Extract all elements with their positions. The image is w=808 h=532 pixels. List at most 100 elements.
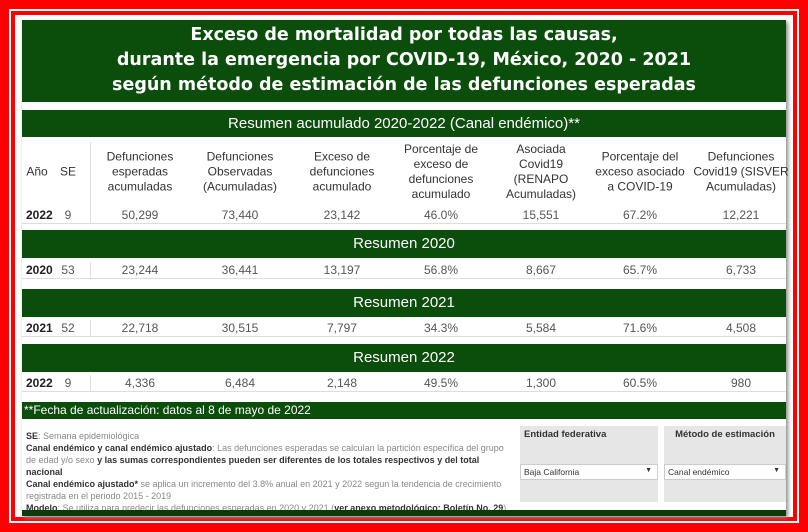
table-row: 2021 52 22,718 30,515 7,797 34.3% 5,584 71.6% 4,… bbox=[22, 320, 786, 337]
column-header-line: a COVID-19 bbox=[607, 179, 673, 194]
value-cell: 5,584 bbox=[525, 321, 557, 335]
column-header-line: Defunciones bbox=[707, 149, 775, 164]
year-cell: 2020 bbox=[26, 263, 53, 277]
se-cell: 52 bbox=[61, 321, 75, 335]
column-header-line: Acumuladas) bbox=[705, 179, 777, 194]
column-header: Defunciones esperadas acumuladas bbox=[107, 150, 174, 195]
note-text: : Las defunciones esperadas se calculan … bbox=[26, 443, 504, 465]
value-cell: 6,733 bbox=[725, 263, 757, 277]
column-header-line: (Acumuladas) bbox=[202, 179, 278, 194]
section-2020: Resumen 2020 bbox=[22, 230, 786, 258]
column-divider bbox=[90, 207, 91, 224]
value-cell: 71.6% bbox=[622, 321, 658, 335]
value-cell: 73,440 bbox=[221, 208, 259, 222]
methodology-link[interactable]: ver anexo metodológico: Boletín No. 29 bbox=[334, 503, 504, 513]
column-header-line: Asociada bbox=[516, 142, 566, 156]
value-cell: 56.8% bbox=[423, 263, 459, 277]
column-header-line: Porcentaje de bbox=[403, 142, 479, 156]
column-header-line: defunciones bbox=[408, 172, 474, 186]
note-emphasis: y las sumas correspondientes pueden ser … bbox=[26, 455, 480, 477]
red-inner-frame bbox=[11, 11, 797, 521]
note-label: Canal endémico y canal endémico ajustado bbox=[26, 443, 213, 453]
column-header-line: Observadas bbox=[207, 164, 273, 179]
value-cell: 2,148 bbox=[326, 376, 358, 390]
value-cell: 7,797 bbox=[326, 321, 358, 335]
value-cell: 4,508 bbox=[725, 321, 757, 335]
column-header-line: Año bbox=[26, 164, 48, 179]
column-header-line: SE bbox=[59, 164, 77, 179]
column-divider bbox=[90, 375, 91, 392]
title-line-1: Exceso de mortalidad por todas las causa… bbox=[190, 25, 618, 45]
year-cell: 2022 bbox=[26, 208, 53, 222]
metodo-label: Método de estimación bbox=[675, 429, 775, 440]
se-cell: 9 bbox=[64, 208, 72, 222]
value-cell: 23,244 bbox=[121, 263, 159, 277]
table-row: 2020 53 23,244 36,441 13,197 56.8% 8,667 65.7% 6… bbox=[22, 262, 786, 279]
table-row: 2022 9 4,336 6,484 2,148 49.5% 1,300 60.5% 980 bbox=[22, 375, 786, 392]
column-header-line: Acumuladas) bbox=[505, 187, 577, 201]
column-header: SE bbox=[60, 165, 76, 180]
value-cell: 22,718 bbox=[121, 321, 159, 335]
entidad-value: Baja California bbox=[524, 467, 580, 477]
column-header-line: Defunciones bbox=[206, 149, 274, 164]
column-header-line: Defunciones bbox=[106, 149, 174, 164]
column-header-line: defunciones bbox=[309, 164, 375, 179]
column-header: Defunciones Observadas (Acumuladas) bbox=[203, 150, 277, 195]
column-header-line: Covid19 (SISVER bbox=[693, 164, 789, 179]
entidad-select[interactable]: Baja California ▼ bbox=[520, 464, 658, 480]
note-label: SE bbox=[26, 431, 39, 441]
year-cell: 2021 bbox=[26, 321, 53, 335]
notes: SE: Semana epidemiológica Canal endémico… bbox=[26, 430, 516, 514]
value-cell: 36,441 bbox=[221, 263, 259, 277]
section-acumulado: Resumen acumulado 2020-2022 (Canal endém… bbox=[22, 110, 786, 137]
column-header: Defunciones Covid19 (SISVER Acumuladas) bbox=[693, 150, 788, 195]
value-cell: 60.5% bbox=[622, 376, 658, 390]
metodo-select[interactable]: Canal endémico ▼ bbox=[664, 464, 786, 480]
value-cell: 15,551 bbox=[522, 208, 560, 222]
value-cell: 13,197 bbox=[323, 263, 361, 277]
note-text: : Semana epidemiológica bbox=[38, 431, 140, 441]
column-header-line: acumulado bbox=[411, 187, 471, 201]
dashboard: Exceso de mortalidad por todas las causa… bbox=[22, 20, 789, 516]
metodo-value: Canal endémico bbox=[668, 467, 730, 477]
column-header: Porcentaje de exceso de defunciones acumula… bbox=[404, 142, 478, 202]
value-cell: 50,299 bbox=[121, 208, 159, 222]
value-cell: 6,484 bbox=[224, 376, 256, 390]
column-header: Porcentaje del exceso asociado a COVID-19 bbox=[595, 150, 684, 195]
value-cell: 67.2% bbox=[622, 208, 658, 222]
note-label: Canal endémico ajustado* bbox=[26, 479, 139, 489]
column-header: Exceso de defunciones acumulado bbox=[310, 150, 375, 195]
table-row: 2022 9 50,299 73,440 23,142 46.0% 15,551 67.2% 1… bbox=[22, 207, 786, 224]
note-text: se aplica un incremento del 3.8% anual e… bbox=[26, 479, 502, 501]
value-cell: 46.0% bbox=[423, 208, 459, 222]
section-2021: Resumen 2021 bbox=[22, 289, 786, 317]
column-header-line: esperadas bbox=[111, 164, 169, 179]
value-cell: 49.5% bbox=[423, 376, 459, 390]
update-date-note: **Fecha de actualización: datos al 8 de … bbox=[22, 402, 786, 419]
table-header: Año SE Defunciones esperadas acumuladas Defun… bbox=[22, 137, 789, 207]
column-header: Asociada Covid19 (RENAPO Acumuladas) bbox=[506, 142, 576, 202]
column-header-line: acumuladas bbox=[107, 179, 173, 194]
note-text: ) bbox=[503, 503, 507, 513]
column-header: Año bbox=[26, 165, 47, 180]
value-cell: 4,336 bbox=[124, 376, 156, 390]
dropdown-arrow-icon: ▼ bbox=[773, 467, 780, 474]
se-cell: 53 bbox=[61, 263, 75, 277]
column-divider bbox=[90, 142, 91, 207]
metodo-filter: Método de estimación Canal endémico ▼ bbox=[664, 426, 786, 502]
column-header-line: exceso de bbox=[413, 157, 469, 171]
value-cell: 23,142 bbox=[323, 208, 361, 222]
page-title: Exceso de mortalidad por todas las causa… bbox=[22, 20, 786, 102]
column-divider bbox=[90, 320, 91, 337]
column-header-line: exceso asociado bbox=[595, 164, 685, 179]
bottom-strip bbox=[22, 510, 786, 516]
column-header-line: (RENAPO bbox=[513, 172, 569, 186]
entidad-filter: Entidad federativa Baja California ▼ bbox=[520, 426, 658, 502]
column-divider bbox=[90, 262, 91, 279]
dropdown-arrow-icon: ▼ bbox=[645, 467, 652, 474]
title-line-2: durante la emergencia por COVID-19, Méxi… bbox=[116, 50, 692, 70]
note-text: : Se utiliza para predecir las defuncion… bbox=[57, 503, 335, 513]
section-2022: Resumen 2022 bbox=[22, 344, 786, 372]
value-cell: 34.3% bbox=[423, 321, 459, 335]
